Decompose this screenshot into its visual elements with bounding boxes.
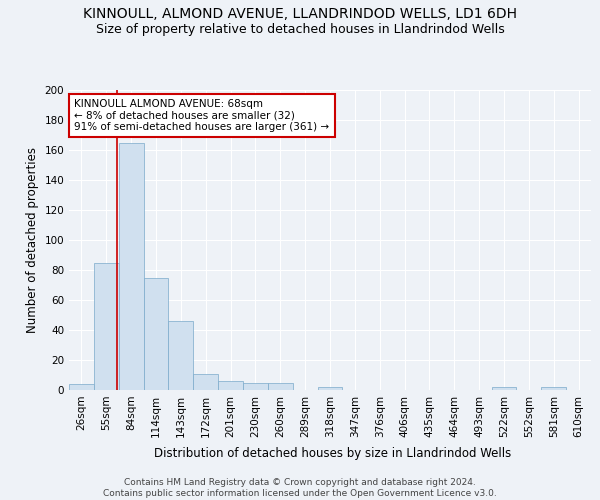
Bar [243,382,268,390]
Text: Contains HM Land Registry data © Crown copyright and database right 2024.
Contai: Contains HM Land Registry data © Crown c… [103,478,497,498]
Text: KINNOULL ALMOND AVENUE: 68sqm
← 8% of detached houses are smaller (32)
91% of se: KINNOULL ALMOND AVENUE: 68sqm ← 8% of de… [74,99,329,132]
Bar [69,384,94,390]
Bar [143,278,169,390]
Bar [218,381,243,390]
Text: KINNOULL, ALMOND AVENUE, LLANDRINDOD WELLS, LD1 6DH: KINNOULL, ALMOND AVENUE, LLANDRINDOD WEL… [83,8,517,22]
Text: Distribution of detached houses by size in Llandrindod Wells: Distribution of detached houses by size … [154,448,512,460]
Bar [491,387,517,390]
Bar [94,262,119,390]
Bar [268,382,293,390]
Y-axis label: Number of detached properties: Number of detached properties [26,147,39,333]
Bar [541,387,566,390]
Bar [193,374,218,390]
Bar [169,321,193,390]
Text: Size of property relative to detached houses in Llandrindod Wells: Size of property relative to detached ho… [95,22,505,36]
Bar [317,387,343,390]
Bar [119,142,143,390]
